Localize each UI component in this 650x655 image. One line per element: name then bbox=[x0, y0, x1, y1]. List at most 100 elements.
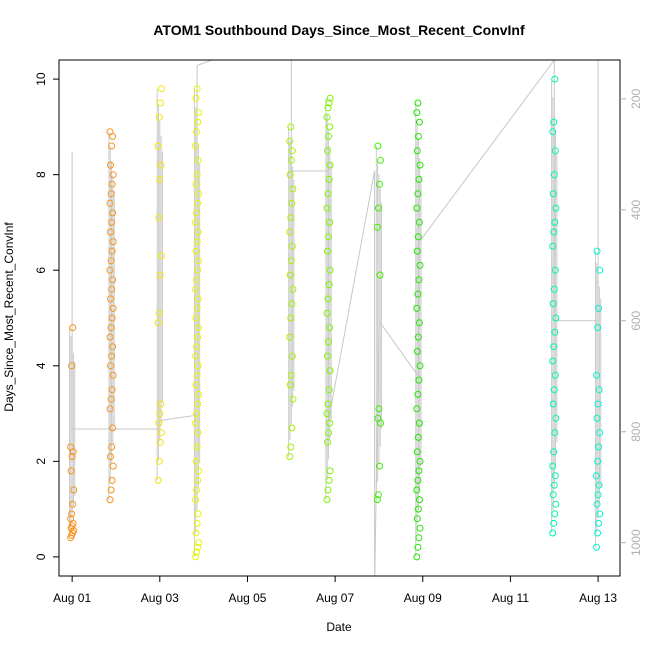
y2-tick-label: 400 bbox=[629, 199, 643, 219]
data-point bbox=[416, 261, 424, 269]
data-point bbox=[109, 462, 117, 470]
data-point bbox=[413, 247, 421, 255]
x-tick-label: Aug 07 bbox=[316, 591, 354, 605]
data-point bbox=[192, 142, 199, 150]
data-point bbox=[549, 400, 557, 408]
data-point bbox=[326, 266, 334, 274]
data-point bbox=[193, 443, 201, 451]
data-point bbox=[415, 276, 423, 284]
data-point bbox=[195, 190, 203, 198]
data-point bbox=[287, 156, 295, 164]
data-point bbox=[194, 295, 202, 303]
data-point bbox=[551, 147, 559, 155]
data-point bbox=[373, 496, 381, 504]
data-point bbox=[108, 285, 116, 293]
y2-tick-label: 600 bbox=[629, 310, 643, 330]
data-point bbox=[415, 496, 423, 504]
data-point bbox=[413, 204, 421, 212]
data-point bbox=[287, 214, 295, 222]
y-axis-label: Days_Since_Most_Recent_ConvInf bbox=[2, 222, 16, 412]
data-point bbox=[193, 371, 201, 379]
data-point bbox=[107, 362, 114, 370]
data-point bbox=[550, 285, 558, 293]
data-point bbox=[596, 510, 604, 518]
data-point bbox=[549, 128, 557, 136]
data-point bbox=[551, 266, 559, 274]
data-point bbox=[155, 419, 163, 427]
data-point bbox=[193, 85, 201, 93]
data-point bbox=[155, 214, 163, 222]
data-point bbox=[288, 147, 296, 155]
data-point bbox=[108, 386, 116, 394]
data-point bbox=[324, 400, 332, 408]
data-point bbox=[416, 524, 424, 532]
data-point bbox=[374, 491, 382, 499]
data-point bbox=[193, 171, 201, 179]
plot-frame bbox=[58, 59, 621, 577]
data-point bbox=[193, 410, 200, 418]
data-point bbox=[550, 171, 558, 179]
data-point bbox=[286, 271, 294, 279]
data-point bbox=[415, 376, 423, 384]
data-point bbox=[157, 85, 165, 93]
data-point bbox=[108, 142, 116, 150]
data-point bbox=[157, 161, 165, 169]
data-point bbox=[551, 218, 559, 226]
x-tick-label: Aug 01 bbox=[53, 591, 91, 605]
data-point bbox=[595, 443, 603, 451]
data-point bbox=[288, 424, 296, 432]
data-point bbox=[549, 190, 557, 198]
data-point bbox=[414, 476, 422, 484]
y-tick-label: 6 bbox=[34, 267, 48, 274]
data-point bbox=[416, 457, 424, 465]
data-point bbox=[157, 400, 165, 408]
data-point bbox=[67, 467, 75, 475]
points-layer bbox=[67, 75, 604, 561]
data-point bbox=[415, 175, 423, 183]
data-point bbox=[376, 271, 384, 279]
data-point bbox=[289, 285, 297, 293]
data-point bbox=[156, 438, 164, 446]
data-point bbox=[109, 343, 117, 351]
data-point bbox=[551, 75, 559, 83]
data-point bbox=[68, 362, 76, 370]
data-point bbox=[413, 515, 421, 523]
data-point bbox=[375, 405, 383, 413]
data-point bbox=[192, 314, 200, 322]
data-point bbox=[195, 467, 203, 475]
data-point bbox=[374, 142, 382, 150]
data-point bbox=[107, 453, 114, 461]
data-point bbox=[192, 381, 200, 389]
data-point bbox=[193, 276, 200, 284]
data-point bbox=[549, 462, 557, 470]
data-point bbox=[108, 443, 116, 451]
data-point bbox=[414, 290, 422, 298]
data-point bbox=[593, 247, 601, 255]
data-point bbox=[106, 266, 114, 274]
data-point bbox=[286, 171, 294, 179]
data-point bbox=[415, 467, 423, 475]
data-point bbox=[287, 443, 295, 451]
data-point bbox=[326, 324, 334, 332]
y2-tick-label: 200 bbox=[629, 89, 643, 109]
data-point bbox=[108, 352, 116, 360]
data-point bbox=[551, 371, 559, 379]
data-point bbox=[550, 386, 558, 394]
data-point bbox=[551, 328, 559, 336]
data-point bbox=[324, 295, 332, 303]
data-point bbox=[68, 510, 76, 518]
data-point bbox=[195, 390, 203, 398]
data-point bbox=[192, 180, 200, 188]
data-point bbox=[552, 204, 560, 212]
data-point bbox=[413, 553, 421, 561]
data-point bbox=[549, 242, 557, 250]
data-point bbox=[376, 180, 383, 188]
data-point bbox=[550, 448, 558, 456]
data-point bbox=[106, 496, 114, 504]
data-point bbox=[414, 132, 422, 140]
data-point bbox=[324, 486, 332, 494]
data-point bbox=[109, 238, 117, 246]
data-point bbox=[549, 491, 557, 499]
data-point bbox=[192, 419, 199, 427]
data-point bbox=[194, 333, 202, 341]
